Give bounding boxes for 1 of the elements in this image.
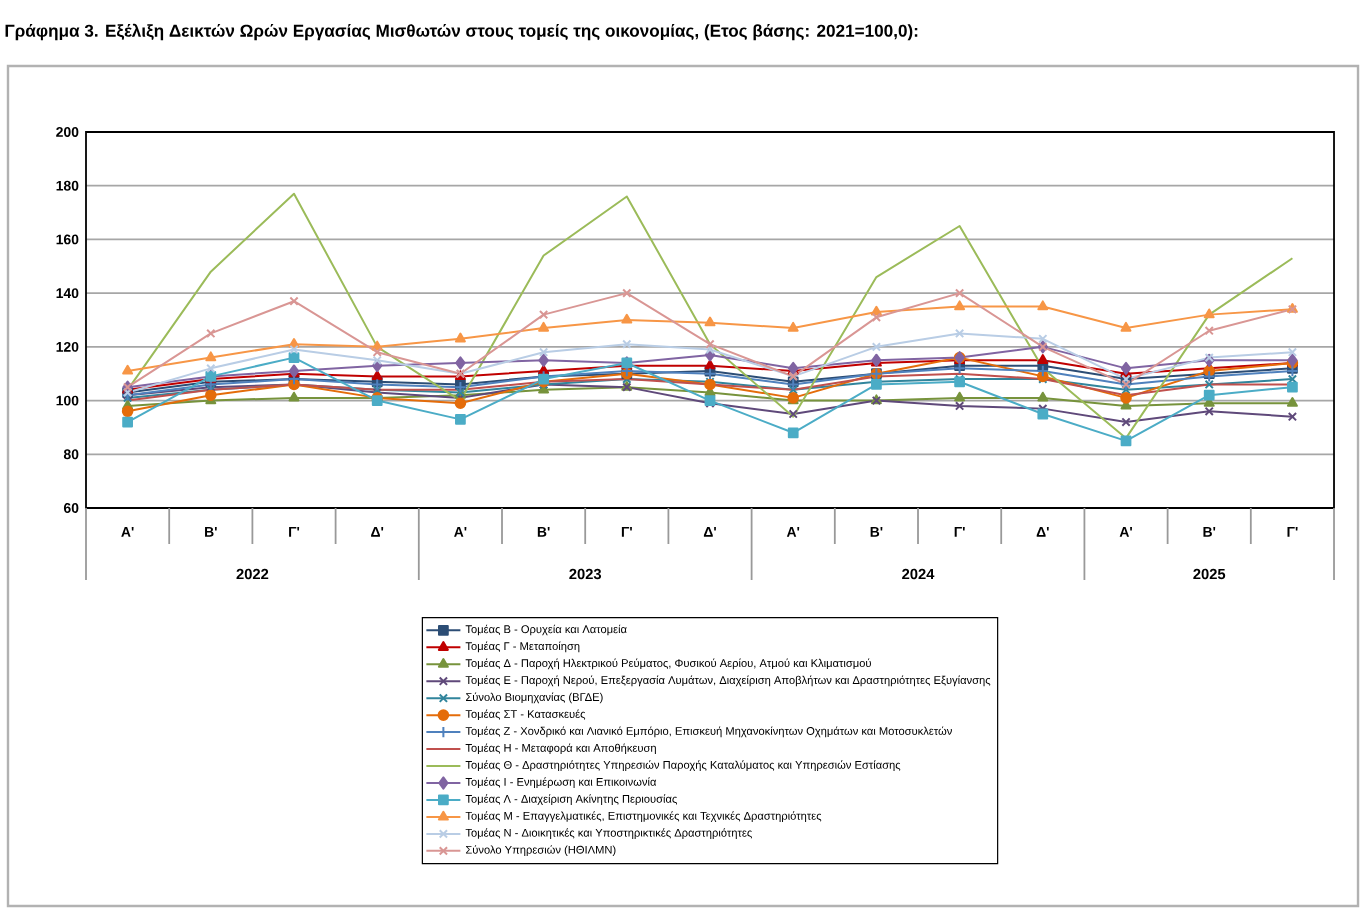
chart-title: Γράφημα 3. Εξέλιξη Δεικτών Ωρών Εργασίας Μισθωτών στους τομείς της οικονομίας, (Ετος βάσης: 2021=100,0): xyxy=(5,23,918,41)
